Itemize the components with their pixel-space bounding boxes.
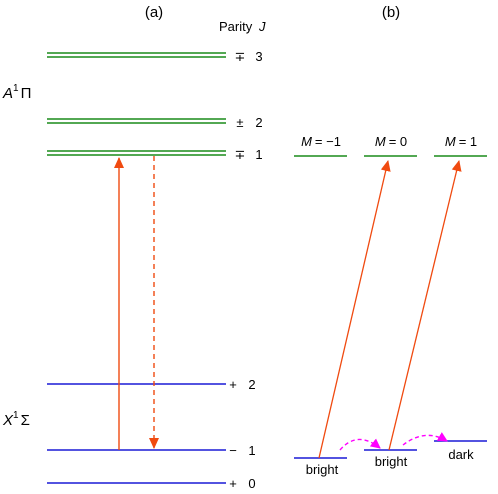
svg-text:A1Π: A1 Π xyxy=(2,83,31,102)
panel-b-label: (b) xyxy=(382,4,400,21)
lower-j1-parity: − xyxy=(229,443,237,458)
upper-j3-parity: ∓ xyxy=(235,49,246,64)
lower-j1-value: 1 xyxy=(248,443,255,458)
svg-text:X1Σ: X1 Σ xyxy=(2,410,30,429)
lower-j0-parity: + xyxy=(229,476,237,491)
upper-state-term: Π xyxy=(21,85,32,102)
dark-label: dark xyxy=(448,447,474,462)
m-label-minus1: M = −1 xyxy=(301,134,341,149)
transition-arrow-to-m0 xyxy=(318,160,391,459)
coupling-arrow-2 xyxy=(402,432,448,446)
upper-j1-value: 1 xyxy=(255,147,262,162)
parity-header: Parity xyxy=(219,19,253,34)
lower-j2-parity: + xyxy=(229,377,237,392)
lower-state-sup: 1 xyxy=(13,410,19,421)
upper-j1-parity: ∓ xyxy=(235,147,246,162)
upper-level-j2 xyxy=(47,118,226,124)
m-label-1: M = 1 xyxy=(445,134,477,149)
upper-j2-value: 2 xyxy=(255,115,262,130)
m-label-0: M = 0 xyxy=(375,134,407,149)
lower-state-term: Σ xyxy=(21,412,30,429)
bright-label-1: bright xyxy=(306,462,339,477)
bright-label-2: bright xyxy=(375,454,408,469)
transition-arrow-to-m1 xyxy=(388,160,462,451)
upper-j2-parity: ± xyxy=(236,115,243,130)
upper-state-symbol: A xyxy=(2,85,13,102)
lower-j2-value: 2 xyxy=(248,377,255,392)
upper-level-j1 xyxy=(47,150,226,156)
lower-j0-value: 0 xyxy=(248,476,255,491)
upper-state-sup: 1 xyxy=(13,83,19,94)
lower-state-symbol: X xyxy=(2,412,14,429)
panel-a-label: (a) xyxy=(145,4,163,21)
coupling-arrow-1 xyxy=(339,438,381,451)
lower-state-label: X1 Σ xyxy=(2,410,30,429)
upper-level-j3 xyxy=(47,52,226,58)
j-header: J xyxy=(258,19,266,34)
upper-j3-value: 3 xyxy=(255,49,262,64)
upper-state-label: A1 Π xyxy=(2,83,31,102)
